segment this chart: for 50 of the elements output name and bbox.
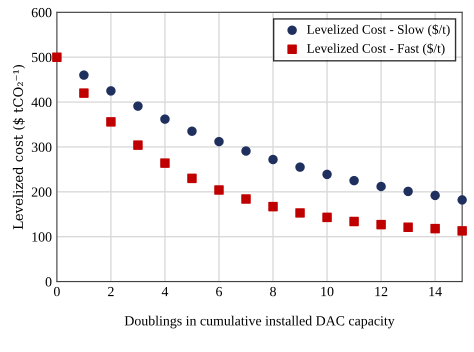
point <box>52 52 62 62</box>
point <box>106 86 116 96</box>
x-tick-label: 8 <box>270 286 276 296</box>
y-tick-label: 0 <box>46 277 52 287</box>
y-tick-label: 200 <box>32 187 52 197</box>
point <box>133 101 143 111</box>
legend-label: Levelized Cost - Slow ($/t) <box>307 24 450 37</box>
point <box>322 170 332 180</box>
point <box>214 136 224 146</box>
y-axis-title: Levelized cost ($ tCO₂⁻¹) <box>12 65 25 230</box>
point <box>187 126 197 136</box>
x-tick-label: 6 <box>216 286 222 296</box>
y-tick-label: 100 <box>32 232 52 242</box>
point <box>295 208 305 218</box>
point <box>214 185 224 195</box>
point <box>403 186 413 196</box>
point <box>376 220 386 230</box>
point <box>160 158 170 168</box>
point <box>457 226 467 236</box>
point <box>241 194 251 204</box>
point <box>79 88 89 98</box>
point <box>322 212 332 222</box>
point <box>160 114 170 124</box>
point <box>268 154 278 164</box>
x-tick-label: 2 <box>108 286 114 296</box>
point <box>403 222 413 232</box>
x-axis-title: Doublings in cumulative installed DAC capacity <box>124 316 395 328</box>
x-tick-label: 4 <box>162 286 168 296</box>
point <box>79 70 89 80</box>
y-tick-label: 500 <box>32 52 52 62</box>
point <box>376 182 386 192</box>
legend-label: Levelized Cost - Fast ($/t) <box>307 43 445 56</box>
y-tick-label: 300 <box>32 142 52 152</box>
x-tick-label: 10 <box>321 286 334 296</box>
point <box>241 146 251 156</box>
point <box>295 162 305 172</box>
x-tick-label: 0 <box>54 286 60 296</box>
point <box>187 174 197 184</box>
x-tick-label: 14 <box>429 286 442 296</box>
point <box>430 190 440 200</box>
point <box>349 176 359 186</box>
point <box>106 117 116 127</box>
point <box>430 224 440 234</box>
point <box>133 140 143 150</box>
y-tick-label: 600 <box>32 8 52 18</box>
point <box>457 195 467 205</box>
point <box>349 216 359 226</box>
point <box>268 202 278 212</box>
x-tick-label: 12 <box>375 286 388 296</box>
y-tick-label: 400 <box>31 98 52 108</box>
